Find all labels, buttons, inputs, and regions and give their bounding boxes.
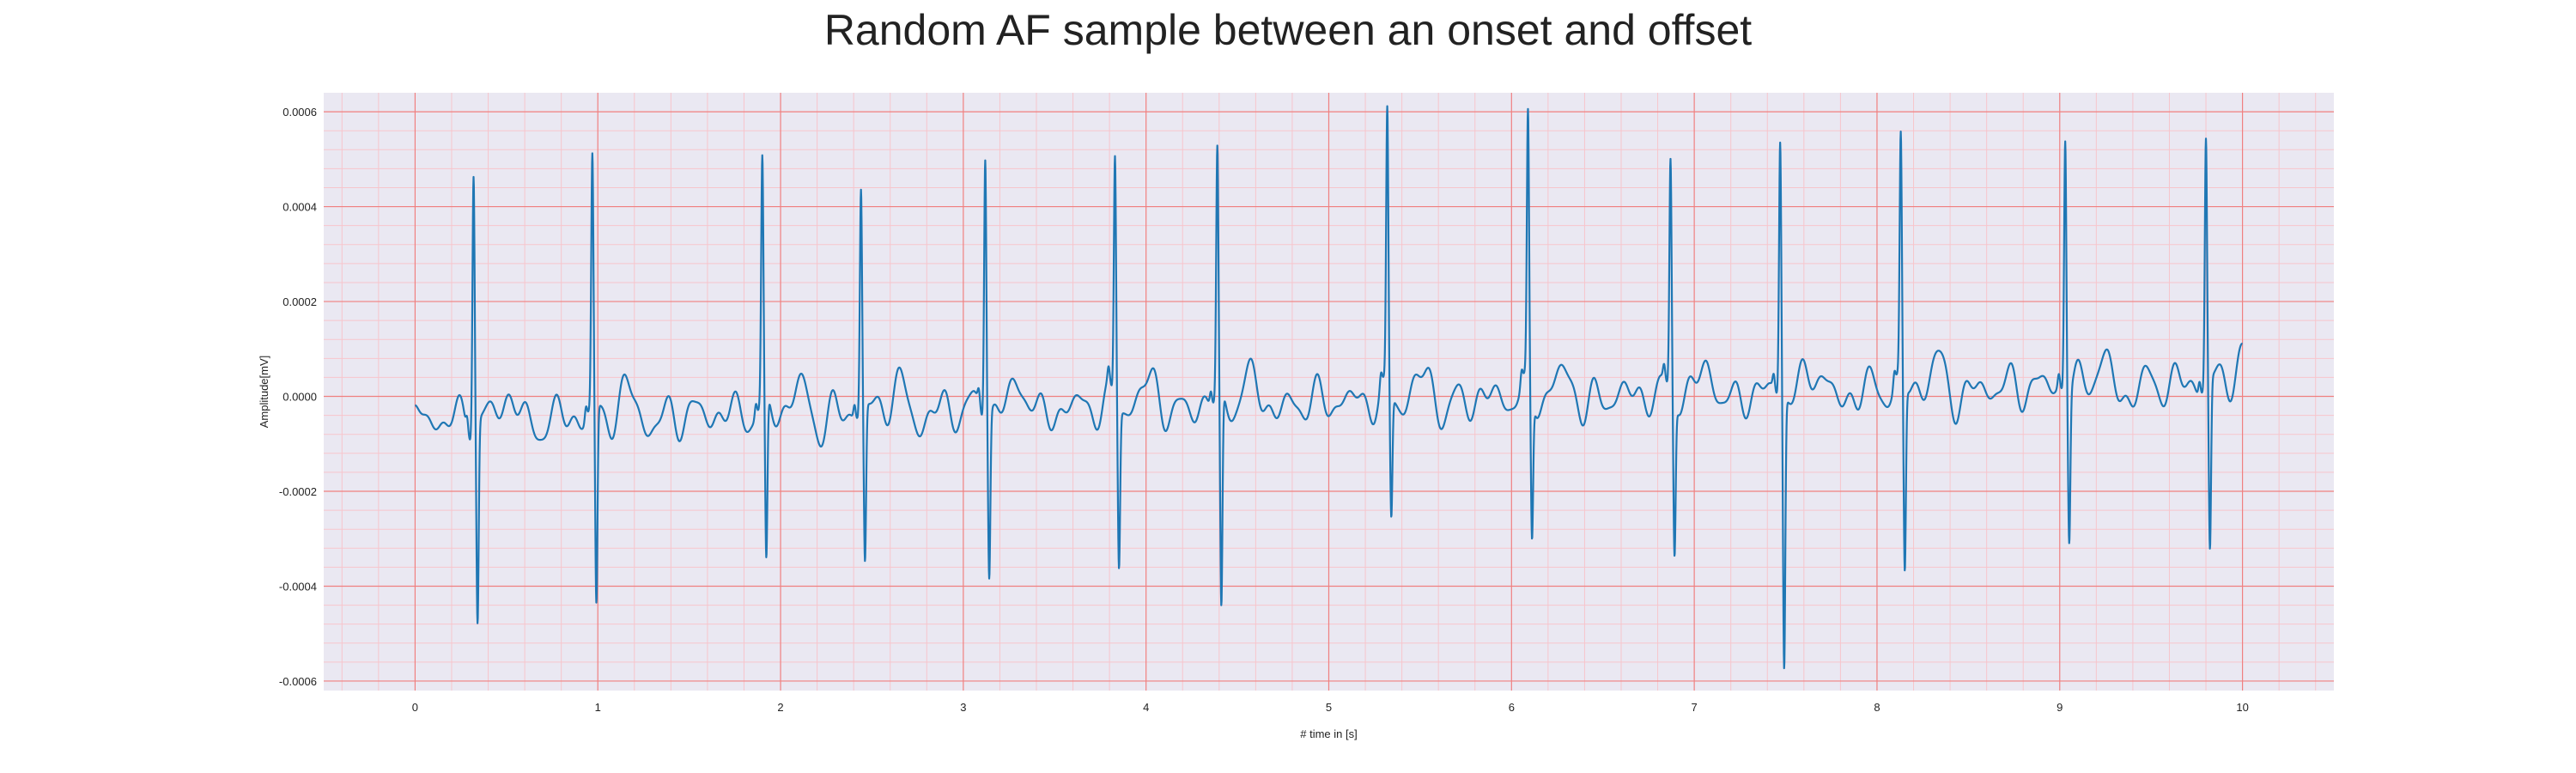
chart-title: Random AF sample between an onset and of…	[823, 6, 1753, 54]
x-tick-label: 5	[1326, 701, 1332, 714]
y-tick-label: 0.0006	[283, 106, 317, 119]
y-axis-ticks: -0.0006 -0.0004 -0.0002 0.0000 0.0002 0.0004 0…	[279, 106, 317, 688]
y-tick-label: -0.0004	[279, 580, 317, 593]
y-tick-label: 0.0000	[283, 391, 317, 404]
y-tick-label: -0.0006	[279, 675, 317, 688]
y-tick-label: 0.0002	[283, 295, 317, 308]
x-axis-ticks: 0 1 2 3 4 5 6 7 8 9 10	[412, 701, 2249, 714]
x-tick-label: 8	[1874, 701, 1880, 714]
series-line	[414, 105, 2244, 670]
x-tick-label: 1	[595, 701, 601, 714]
y-tick-label: -0.0002	[279, 485, 317, 498]
x-tick-label: 10	[2236, 701, 2248, 714]
x-tick-label: 0	[412, 701, 418, 714]
x-tick-label: 9	[2057, 701, 2063, 714]
x-tick-label: 4	[1143, 701, 1149, 714]
y-tick-label: 0.0004	[283, 201, 317, 214]
x-tick-label: 2	[777, 701, 783, 714]
x-tick-label: 6	[1509, 701, 1515, 714]
y-axis-label: Amplitude[mV]	[258, 356, 270, 429]
x-tick-label: 3	[960, 701, 966, 714]
major-grid	[324, 93, 2334, 691]
x-axis-label: # time in [s]	[1300, 727, 1357, 740]
x-tick-label: 7	[1692, 701, 1698, 714]
